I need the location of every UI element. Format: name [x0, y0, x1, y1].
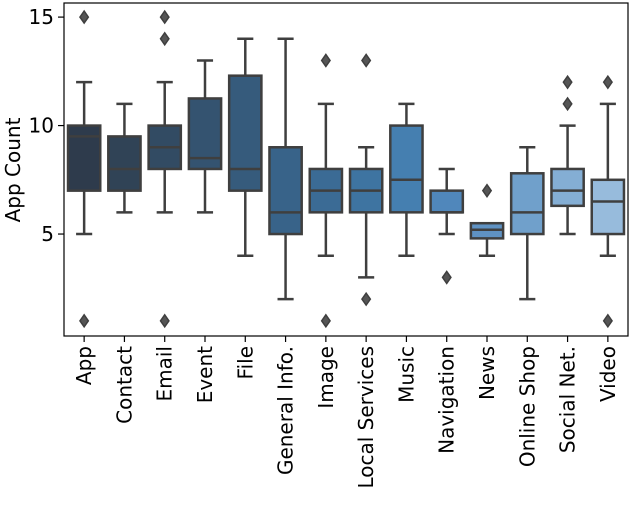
box [107, 135, 142, 192]
outlier [602, 74, 613, 90]
outlier [361, 291, 372, 307]
x-tick-label: Social Net. [556, 346, 580, 453]
outlier [441, 270, 452, 285]
box [389, 124, 424, 214]
box [550, 167, 585, 208]
outlier [79, 313, 90, 329]
outlier [159, 9, 170, 25]
outlier [602, 313, 613, 329]
x-tick-label: Online Shop [515, 346, 539, 467]
x-tick-label: News [475, 346, 499, 400]
y-tick-label: 10 [29, 114, 54, 138]
x-tick-label: Local Services [354, 346, 378, 489]
outlier [562, 96, 573, 112]
y-tick-label: 15 [29, 5, 54, 29]
box [268, 146, 303, 236]
box [429, 189, 465, 214]
plot-frame [63, 2, 629, 337]
x-tick-label: Email [153, 346, 177, 402]
x-tick-label: Contact [112, 346, 136, 424]
outlier [320, 313, 331, 329]
y-tick-label: 5 [41, 222, 54, 246]
x-tick-label: Navigation [435, 346, 459, 454]
outlier [361, 53, 372, 68]
outlier [159, 31, 170, 47]
x-tick-label: File [233, 346, 257, 379]
x-tick-label: Music [394, 346, 418, 403]
box [227, 74, 263, 192]
outlier [562, 74, 573, 90]
x-tick-label: Image [314, 346, 338, 409]
outlier [159, 313, 170, 329]
x-tick-label: App [72, 346, 96, 385]
x-tick-label: Video [596, 346, 620, 402]
outlier [320, 53, 331, 68]
y-axis-label: App Count [1, 117, 25, 222]
box [509, 172, 545, 236]
box [590, 178, 626, 236]
x-tick-label: General Info. [274, 346, 298, 475]
outlier [481, 183, 493, 198]
outlier [79, 9, 90, 25]
x-tick-label: Event [193, 346, 217, 403]
